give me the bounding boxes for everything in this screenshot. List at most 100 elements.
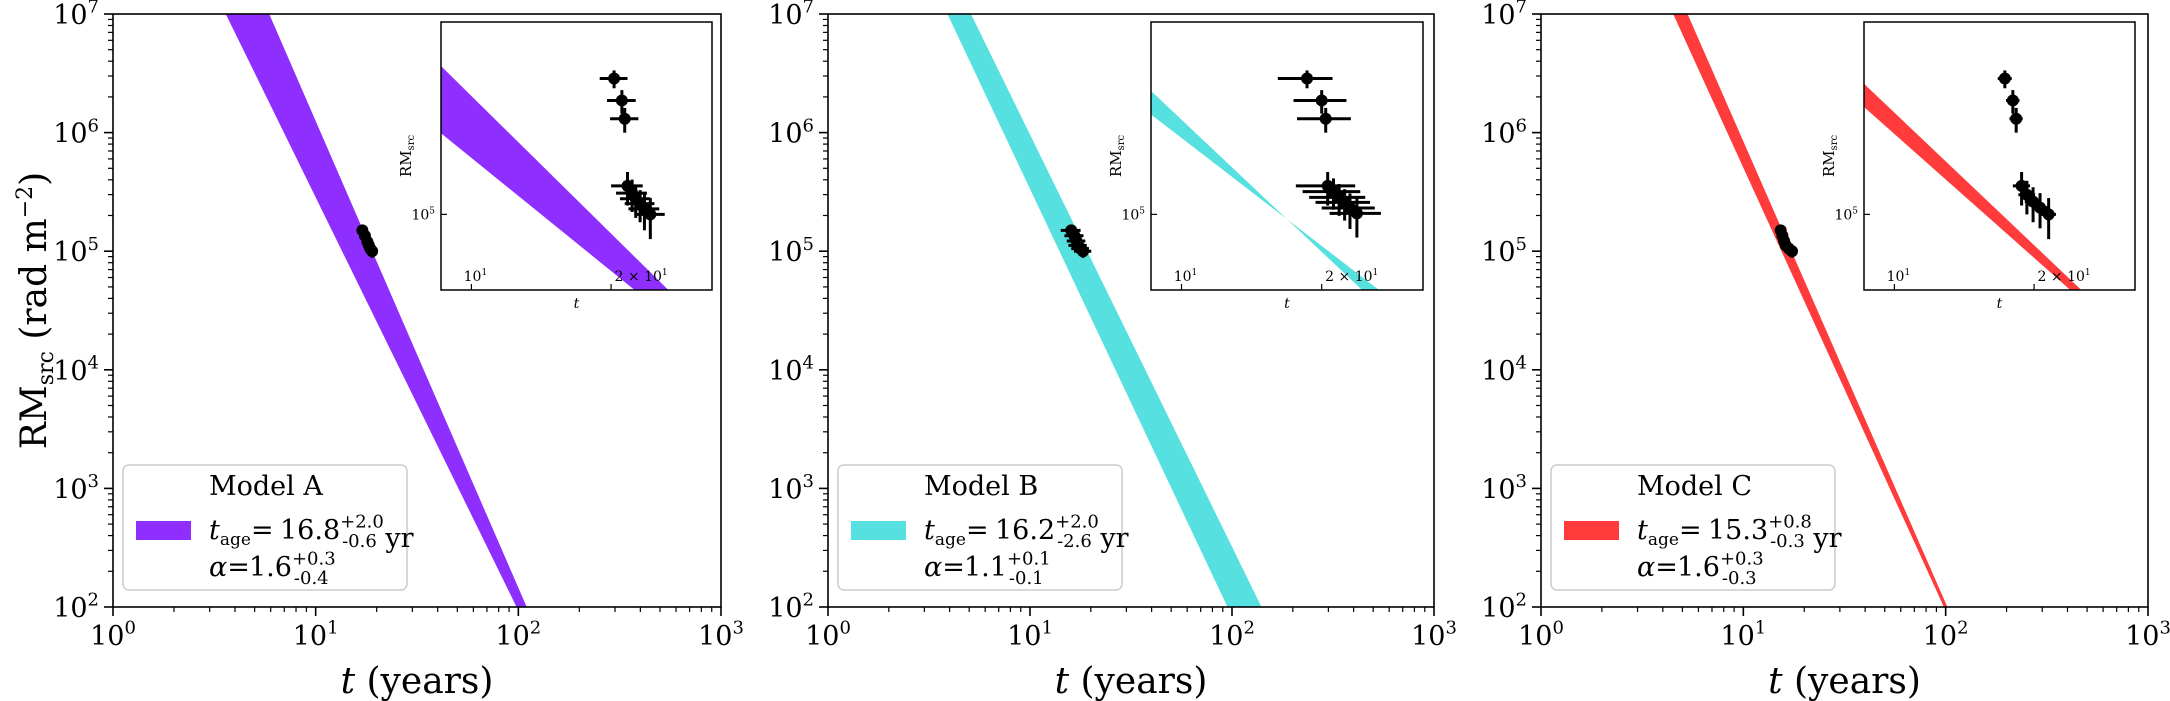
inset-data-point: [1997, 70, 2012, 89]
x-axis-label: t (years): [341, 661, 494, 701]
point-marker: [2015, 179, 2028, 192]
legend-t-age-value: 16.8+2.0 -0.6 yr: [280, 512, 414, 554]
inset-band: [1864, 83, 2082, 290]
x-tick-label: 103: [2125, 618, 2170, 652]
inset-data-point: [2009, 107, 2023, 133]
inset-data-point: [610, 107, 639, 133]
y-tick-label: 103: [768, 471, 814, 505]
chart-panel-1: 100 101 102 103 102 103 104 105 106 107 t (years) R…: [13, 0, 744, 701]
inset-bg: [1151, 22, 1423, 290]
x-tick-label: 103: [1411, 618, 1457, 652]
x-axis-label: t (years): [1768, 661, 1921, 701]
inset-y-label: RMsrc: [1820, 135, 1840, 178]
inset-band: [441, 66, 669, 290]
inset-data-point: [599, 70, 628, 89]
inset-x-tick-label: 101: [1887, 268, 1911, 285]
legend-box: [837, 464, 1123, 591]
legend-swatch: [1564, 521, 1619, 540]
point-marker: [1350, 207, 1363, 220]
inset-data-point: [2041, 198, 2057, 240]
y-tick-label: 106: [768, 115, 814, 149]
legend-t-age-value: 16.2+2.0 -2.6 yr: [995, 512, 1129, 554]
legend: Model A tage= 16.8+2.0 -0.6 yr α= 1.6+0.3 -0.4: [122, 464, 414, 591]
plot-frame: [827, 13, 1435, 608]
inset-data-point: [2006, 90, 2020, 114]
y-tick-label: 107: [1481, 0, 1527, 31]
x-tick-label: 100: [1518, 618, 1564, 652]
y-tick-label: 104: [1481, 352, 1527, 386]
inset-data-point: [1293, 90, 1347, 114]
y-tick-label: 102: [1481, 590, 1527, 624]
point-marker: [615, 94, 628, 107]
plot-frame: [112, 13, 722, 608]
inset-x-tick-label: 101: [464, 268, 488, 285]
legend-label: Model B: [924, 471, 1038, 502]
model-band: [225, 14, 527, 607]
y-tick-label: 106: [1481, 115, 1527, 149]
inset-x-tick-label: 2 × 101: [2038, 268, 2091, 285]
point-marker: [644, 208, 657, 221]
x-tick-label: 100: [805, 618, 851, 652]
point-marker: [1301, 72, 1314, 85]
chart-panel-3: 100 101 102 103 102 103 104 105 106 107 t (years) M…: [1481, 0, 2170, 701]
point-marker: [1319, 112, 1332, 125]
inset-y-tick-label: 105: [1121, 206, 1145, 223]
inset-frame: [440, 21, 713, 291]
x-axis-label: t (years): [1055, 661, 1208, 701]
legend-alpha-value: 1.6+0.3 -0.4: [249, 549, 336, 589]
inset-frame: [1150, 21, 1424, 291]
point-marker: [1315, 94, 1328, 107]
legend-alpha: α=: [924, 552, 965, 583]
x-tick-label: 101: [1007, 618, 1053, 652]
inset-x-tick-label: 101: [1174, 268, 1198, 285]
data-point: [1786, 245, 1799, 258]
inset-data-point: [2032, 193, 2048, 229]
legend-alpha-value: 1.6+0.3 -0.3: [1677, 549, 1764, 589]
inset-data-point: [1277, 70, 1333, 89]
inset-frame: [1863, 21, 2136, 291]
y-tick-label: 104: [768, 352, 814, 386]
inset-y-tick-label: 105: [1834, 206, 1858, 223]
legend-t-age: tage=: [924, 515, 989, 550]
inset-data-point: [2012, 171, 2031, 206]
inset-data-point: [1329, 197, 1381, 238]
inset: 101 2 × 101 105 t RMsrc: [1107, 21, 1424, 312]
legend-t-age: tage=: [1637, 515, 1702, 550]
y-axis-label: RMsrc (rad m−2): [13, 172, 59, 449]
inset-y-label: RMsrc: [397, 135, 417, 178]
x-tick-label: 102: [1209, 618, 1255, 652]
legend-box: [122, 464, 408, 591]
model-band: [947, 14, 1262, 607]
point-marker: [618, 112, 631, 125]
y-tick-label: 105: [1481, 234, 1527, 268]
x-tick-label: 102: [1923, 618, 1969, 652]
x-tick-label: 101: [293, 618, 339, 652]
legend: Model B tage= 16.2+2.0 -2.6 yr α= 1.1+0.1 -0.1: [837, 464, 1129, 591]
point-marker: [2034, 201, 2047, 214]
legend: Model C tage= 15.3+0.8 -0.3 yr α= 1.6+0.3 -0.3: [1550, 464, 1842, 591]
data-point: [1073, 245, 1092, 258]
legend-swatch: [136, 521, 191, 540]
legend-alpha: α=: [1637, 552, 1678, 583]
inset-x-label: t: [1997, 296, 2003, 312]
inset-y-tick-label: 105: [411, 206, 435, 223]
inset-x-label: t: [574, 296, 580, 312]
chart-panel-2: 100 101 102 103 102 103 104 105 106 107 t (years) M…: [768, 0, 1457, 701]
inset: 101 2 × 101 105 t RMsrc: [397, 21, 713, 312]
point-marker: [608, 72, 621, 85]
y-tick-label: 107: [768, 0, 814, 31]
inset-data-point: [1296, 107, 1351, 133]
y-tick-label: 106: [53, 115, 99, 149]
point-marker: [2006, 94, 2019, 107]
point-marker: [1998, 72, 2011, 85]
y-tick-label: 105: [53, 234, 99, 268]
x-tick-label: 100: [90, 618, 136, 652]
inset-x-tick-label: 2 × 101: [615, 268, 668, 285]
point-marker: [1077, 245, 1090, 258]
plot-frame: [1540, 13, 2149, 608]
legend-alpha-value: 1.1+0.1 -0.1: [964, 549, 1051, 589]
inset-x-label: t: [1284, 296, 1290, 312]
legend-alpha: α=: [209, 552, 250, 583]
legend-t-age: tage=: [209, 515, 274, 550]
